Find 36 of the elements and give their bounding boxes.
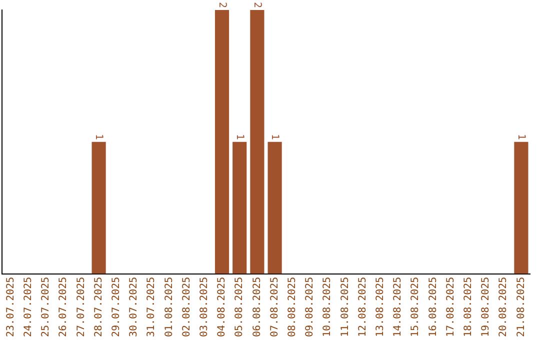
x-tick-label: 30.07.2025 — [128, 276, 140, 338]
x-tick-label: 07.08.2025 — [269, 276, 280, 338]
x-tick-label: 11.08.2025 — [340, 276, 351, 338]
x-tick-label: 27.07.2025 — [76, 276, 87, 338]
x-tick-label: 13.08.2025 — [374, 276, 386, 338]
x-tick-label: 19.08.2025 — [480, 276, 492, 338]
x-tick-label: 04.08.2025 — [216, 276, 228, 338]
x-tick-label: 25.07.2025 — [40, 276, 52, 338]
data-label: 1 — [234, 134, 246, 140]
x-tick-label: 15.08.2025 — [410, 276, 422, 338]
x-tick-label: 12.08.2025 — [357, 276, 368, 338]
x-tick-label: 08.08.2025 — [286, 276, 298, 338]
data-label: 2 — [252, 2, 263, 8]
x-tick-label: 29.07.2025 — [110, 276, 122, 338]
x-tick-label: 16.08.2025 — [428, 276, 439, 338]
x-tick-label: 20.08.2025 — [498, 276, 510, 338]
data-label: 1 — [516, 134, 527, 140]
x-tick-label: 28.07.2025 — [93, 276, 104, 338]
x-tick-label: 23.07.2025 — [5, 276, 16, 338]
x-tick-label: 17.08.2025 — [445, 276, 456, 338]
x-tick-label: 10.08.2025 — [322, 276, 334, 338]
x-tick-label: 24.07.2025 — [22, 276, 34, 338]
data-label: 1 — [269, 134, 280, 140]
data-label: 2 — [216, 2, 228, 8]
data-label: 1 — [93, 134, 104, 140]
x-tick-label: 01.08.2025 — [164, 276, 175, 338]
x-tick-label: 21.08.2025 — [516, 276, 527, 338]
x-tick-label: 09.08.2025 — [304, 276, 316, 338]
x-tick-label: 05.08.2025 — [234, 276, 246, 338]
x-tick-label: 26.07.2025 — [58, 276, 70, 338]
x-tick-label: 03.08.2025 — [198, 276, 210, 338]
x-tick-label: 14.08.2025 — [392, 276, 404, 338]
x-tick-label: 18.08.2025 — [462, 276, 474, 338]
x-tick-label: 31.07.2025 — [146, 276, 158, 338]
x-tick-label: 06.08.2025 — [252, 276, 263, 338]
x-tick-label: 02.08.2025 — [181, 276, 192, 338]
